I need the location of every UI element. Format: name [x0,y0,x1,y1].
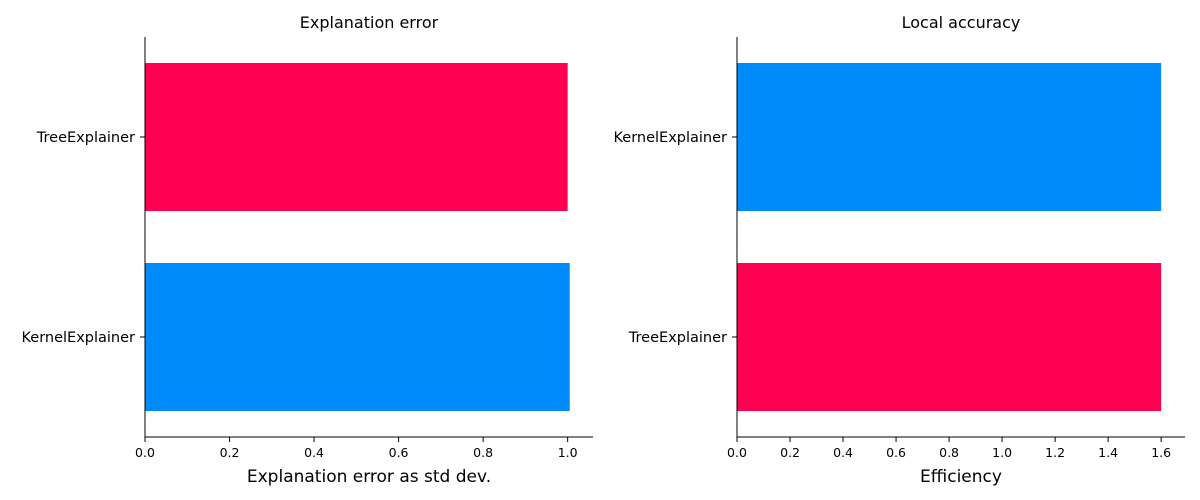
chart-title: Explanation error [300,13,439,32]
x-tick-label: 1.4 [1098,445,1118,460]
x-tick-label: 0.4 [304,445,324,460]
y-tick-label: KernelExplainer [613,130,727,146]
y-tick-label: KernelExplainer [21,330,135,346]
x-tick-label: 0.2 [220,445,240,460]
x-tick-label: 0.8 [473,445,493,460]
bar-kernelexplainer [145,263,570,411]
x-tick-label: 0.2 [780,445,800,460]
bar-treeexplainer [737,263,1162,411]
bar-kernelexplainer [737,63,1162,211]
x-tick-label: 0.0 [727,445,747,460]
x-tick-label: 0.6 [886,445,906,460]
chart-local-accuracy: Local accuracy KernelExplainer TreeExplai… [613,13,1185,487]
x-tick-label: 1.0 [558,445,578,460]
x-tick-label: 1.6 [1151,445,1171,460]
y-tick-label: TreeExplainer [628,330,727,346]
x-tick-label: 0.6 [389,445,409,460]
chart-explanation-error: Explanation error TreeExplainer KernelExp… [21,13,593,487]
x-axis-label: Efficiency [920,467,1002,487]
x-tick-label: 0.8 [939,445,959,460]
y-tick-label: TreeExplainer [36,130,135,146]
x-tick-label: 1.2 [1045,445,1065,460]
chart-title: Local accuracy [902,13,1021,32]
bar-treeexplainer [145,63,568,211]
x-tick-label: 0.0 [135,445,155,460]
x-axis-label: Explanation error as std dev. [247,467,491,487]
x-tick-label: 1.0 [992,445,1012,460]
x-tick-label: 0.4 [833,445,853,460]
